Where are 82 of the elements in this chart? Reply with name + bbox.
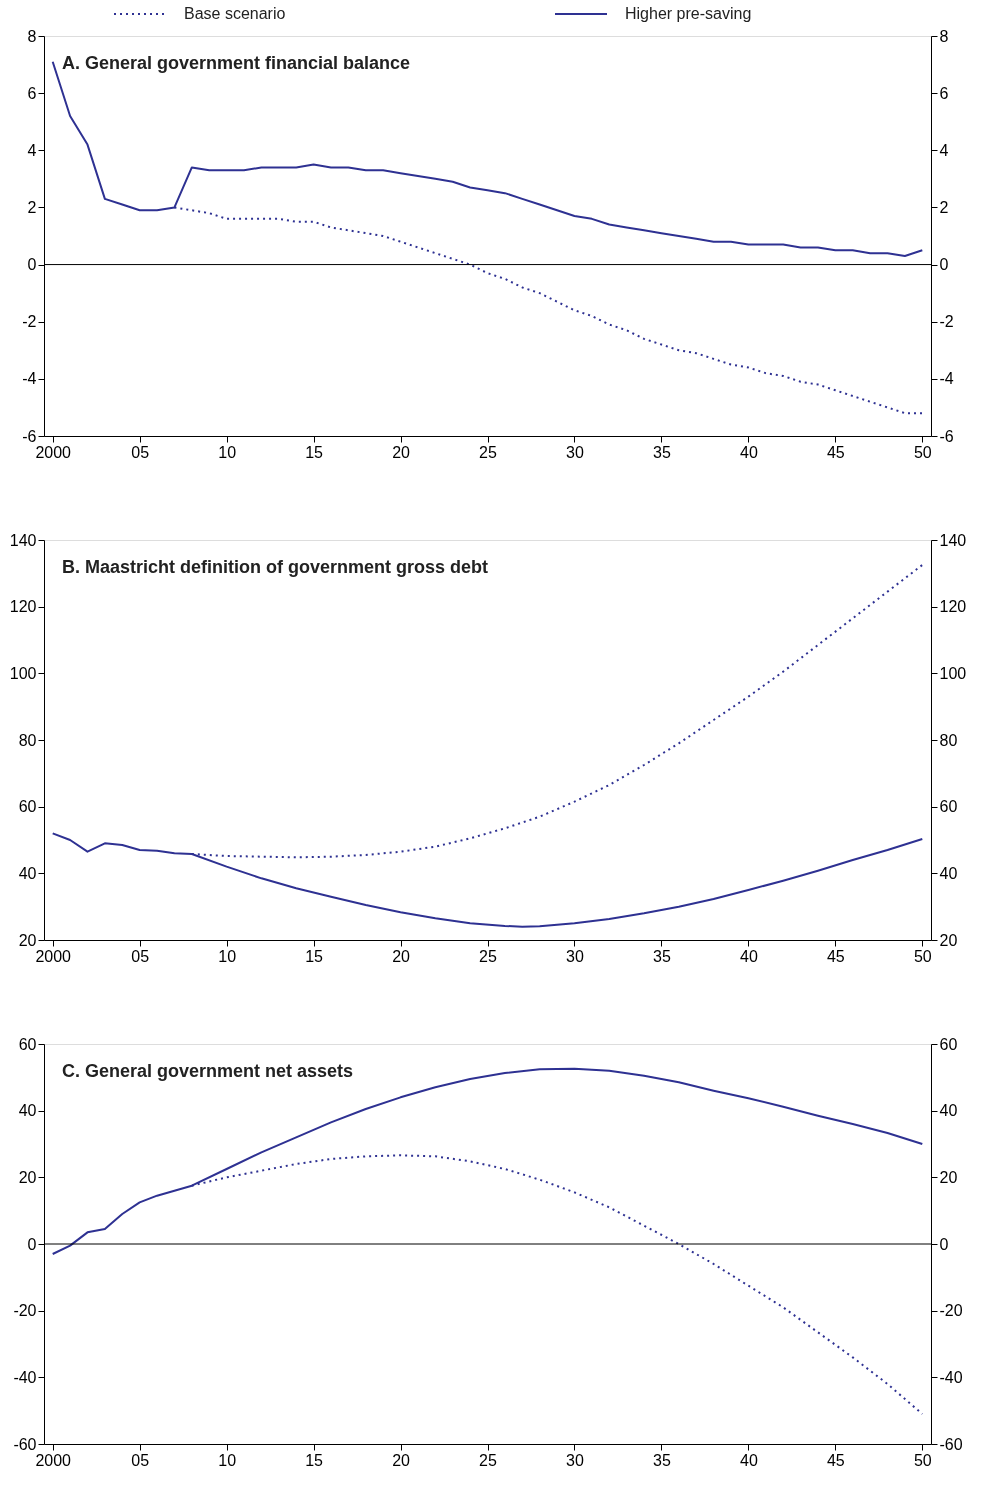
text: C. General government net assets — [62, 1061, 354, 1081]
y2-tick-label: 40 — [939, 1102, 958, 1120]
x-tick-label: 15 — [305, 1451, 324, 1469]
y2-tick-label: -60 — [939, 1435, 963, 1453]
y-tick-label: 0 — [27, 256, 37, 274]
x-tick-label: 20 — [392, 1451, 411, 1469]
y2-tick-label: 60 — [939, 1035, 958, 1053]
x-tick-label: 30 — [566, 947, 584, 965]
legend-label: Base scenario — [184, 5, 286, 22]
y2-tick-label: 6 — [939, 84, 949, 102]
y-tick-label: 8 — [27, 27, 37, 45]
y2-tick-label: 0 — [939, 1235, 949, 1253]
x-tick-label: 05 — [131, 1451, 150, 1469]
y-tick-label: -60 — [13, 1435, 37, 1453]
x-tick-label: 35 — [653, 443, 671, 461]
x-tick-label: 40 — [739, 947, 758, 965]
x-tick-label: 45 — [826, 1451, 845, 1469]
y-tick-label: 0 — [27, 1235, 37, 1253]
y2-tick-label: 140 — [939, 531, 967, 549]
y-tick-label: -40 — [13, 1368, 37, 1386]
y2-tick-label: -6 — [939, 427, 954, 445]
y2-tick-label: 100 — [939, 664, 967, 682]
x-tick-label: 20 — [392, 443, 411, 461]
y2-tick-label: 120 — [939, 598, 967, 616]
y-tick-label: 140 — [9, 531, 37, 549]
y-tick-label: 4 — [27, 141, 37, 159]
x-tick-label: 25 — [479, 947, 497, 965]
y-tick-label: 60 — [18, 1035, 37, 1053]
y-tick-label: 100 — [9, 664, 37, 682]
y-tick-label: -2 — [22, 313, 37, 331]
x-tick-label: 35 — [653, 947, 671, 965]
y2-tick-label: 4 — [939, 141, 949, 159]
y-tick-label: 60 — [18, 798, 37, 816]
y-tick-label: 2 — [27, 198, 37, 216]
x-tick-label: 50 — [913, 947, 932, 965]
x-tick-label: 20 — [392, 947, 411, 965]
y-tick-label: -4 — [22, 370, 37, 388]
y-tick-label: 120 — [9, 598, 37, 616]
y2-tick-label: 80 — [939, 731, 958, 749]
y-tick-label: 6 — [27, 84, 37, 102]
y2-tick-label: 2 — [939, 198, 949, 216]
text: B. Maastricht definition of government gross debt — [62, 557, 489, 577]
x-tick-label: 2000 — [35, 1451, 72, 1469]
x-tick-label: 50 — [913, 1451, 932, 1469]
legend-label: Higher pre-saving — [625, 5, 752, 22]
x-tick-label: 25 — [479, 443, 497, 461]
y-tick-label: 80 — [18, 731, 37, 749]
y2-tick-label: -20 — [939, 1302, 963, 1320]
x-tick-label: 05 — [131, 443, 150, 461]
x-tick-label: 05 — [131, 947, 150, 965]
y-tick-label: 20 — [18, 931, 37, 949]
x-tick-label: 10 — [218, 1451, 237, 1469]
y2-tick-label: -4 — [939, 370, 954, 388]
x-tick-label: 15 — [305, 947, 324, 965]
y2-tick-label: 8 — [939, 27, 949, 45]
x-tick-label: 45 — [826, 947, 845, 965]
text: A. General government financial balance — [62, 53, 411, 73]
y2-tick-label: 60 — [939, 798, 958, 816]
x-tick-label: 30 — [566, 1451, 584, 1469]
x-tick-label: 25 — [479, 1451, 497, 1469]
x-tick-label: 40 — [739, 443, 758, 461]
x-tick-label: 10 — [218, 443, 237, 461]
y2-tick-label: 40 — [939, 864, 958, 882]
y2-tick-label: 0 — [939, 256, 949, 274]
x-tick-label: 50 — [913, 443, 932, 461]
y2-tick-label: -40 — [939, 1368, 963, 1386]
y-tick-label: -6 — [22, 427, 37, 445]
x-tick-label: 40 — [739, 1451, 758, 1469]
x-tick-label: 30 — [566, 443, 584, 461]
x-tick-label: 45 — [826, 443, 845, 461]
y2-tick-label: 20 — [939, 1168, 958, 1186]
x-tick-label: 2000 — [35, 443, 72, 461]
y-tick-label: -20 — [13, 1302, 37, 1320]
y-tick-label: 20 — [18, 1168, 37, 1186]
y2-tick-label: -2 — [939, 313, 954, 331]
x-tick-label: 15 — [305, 443, 324, 461]
y2-tick-label: 20 — [939, 931, 958, 949]
x-tick-label: 2000 — [35, 947, 72, 965]
y-tick-label: 40 — [18, 864, 37, 882]
x-tick-label: 10 — [218, 947, 237, 965]
x-tick-label: 35 — [653, 1451, 671, 1469]
y-tick-label: 40 — [18, 1102, 37, 1120]
